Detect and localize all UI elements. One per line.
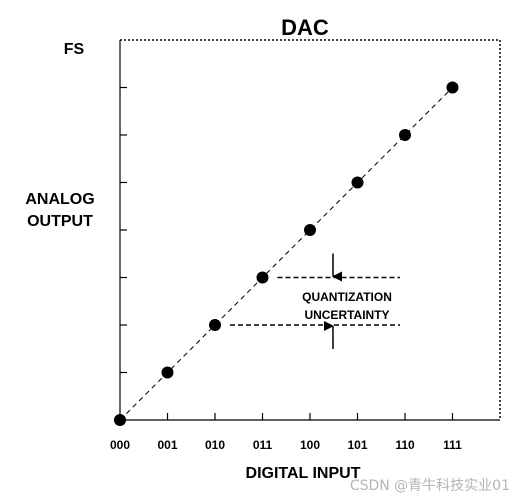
x-tick-label: 100 [300,438,320,452]
y-axis-title-line2: OUTPUT [27,213,93,230]
x-tick-label: 101 [347,438,367,452]
chart-title: DAC [281,15,329,40]
x-tick-label: 000 [110,438,130,452]
data-point [304,224,316,236]
annotation-label-line2: UNCERTAINTY [304,308,389,322]
x-axis-title: DIGITAL INPUT [246,465,361,482]
x-tick-label: 001 [157,438,177,452]
data-point [114,414,126,426]
x-tick-label: 111 [443,438,462,452]
data-point [446,81,459,94]
x-tick-label: 010 [205,438,225,452]
annotation-label-line1: QUANTIZATION [302,290,392,304]
data-point [399,129,411,141]
x-tick-label: 110 [395,438,415,452]
y-axis-fs-label: FS [64,41,85,58]
y-axis-title-line1: ANALOG [25,191,94,208]
data-point [209,319,221,331]
data-point [161,366,174,379]
data-point [351,176,364,189]
transfer-trend-line [119,87,453,421]
data-point [256,271,269,284]
watermark: CSDN @青牛科技实业01 [350,478,510,494]
x-tick-label: 011 [253,438,273,452]
